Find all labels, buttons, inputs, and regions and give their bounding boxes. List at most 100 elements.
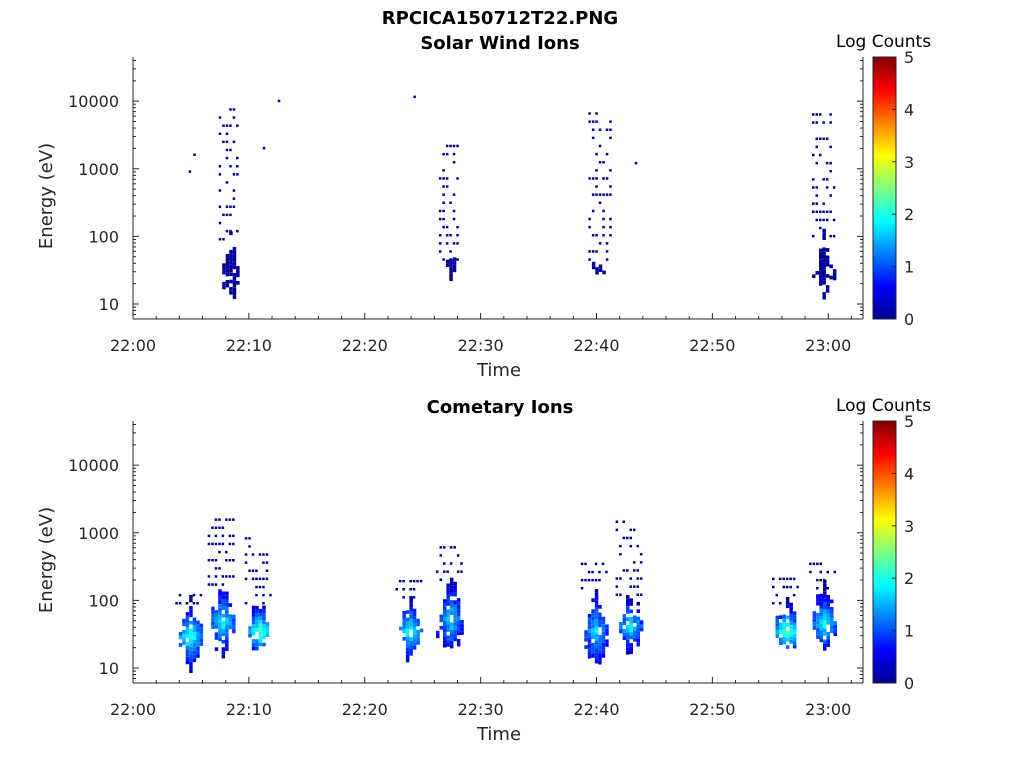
heatmap-cell [812, 618, 817, 623]
colorbar-tick-label: 3 [904, 153, 914, 172]
heatmap-cell [199, 627, 204, 631]
heatmap-cell [449, 629, 454, 634]
heatmap-cell [402, 618, 406, 623]
heatmap-cell [584, 630, 588, 634]
heatmap-cell [442, 169, 445, 172]
heatmap-cell [833, 621, 837, 625]
heatmap-cell [222, 285, 226, 290]
x-tick-label: 22:40 [573, 336, 619, 355]
heatmap-cell [199, 634, 204, 639]
heatmap-cell [819, 578, 822, 582]
heatmap-cell [255, 628, 259, 632]
heatmap-cell [588, 112, 591, 115]
x-axis-label: Time [476, 360, 521, 381]
heatmap-cell [591, 654, 595, 658]
heatmap-cell [815, 271, 819, 275]
heatmap-cell [775, 623, 779, 627]
heatmap-cell [225, 265, 230, 269]
heatmap-cell [452, 161, 456, 164]
heatmap-cell [244, 553, 248, 556]
heatmap-cell [178, 643, 183, 647]
heatmap-cell [221, 647, 226, 651]
heatmap-cell [830, 618, 834, 622]
heatmap-cell [619, 629, 623, 634]
heatmap-cell [218, 165, 222, 168]
heatmap-cell [619, 622, 623, 626]
heatmap-cell [236, 165, 239, 168]
heatmap-cell [196, 602, 199, 605]
heatmap-cell [214, 518, 218, 521]
heatmap-cell [221, 534, 225, 538]
heatmap-cell [622, 569, 626, 572]
heatmap-cell [222, 238, 225, 241]
heatmap-cell [218, 589, 222, 593]
heatmap-cell [826, 606, 830, 610]
heatmap-cell [453, 600, 457, 604]
heatmap-cell [189, 669, 193, 673]
heatmap-cell [229, 231, 233, 236]
heatmap-cell [395, 588, 398, 591]
heatmap-cell [822, 228, 826, 233]
heatmap-cell [211, 526, 214, 529]
heatmap-cell [823, 606, 827, 610]
heatmap-cell [232, 250, 237, 255]
heatmap-cell [438, 242, 442, 245]
heatmap-cell [629, 616, 633, 621]
heatmap-cell [826, 613, 830, 618]
heatmap-cell [591, 646, 595, 651]
heatmap-cell [449, 250, 452, 253]
heatmap-cell [812, 121, 815, 124]
heatmap-cell [232, 140, 236, 144]
heatmap-cell [221, 591, 226, 596]
heatmap-cell [601, 631, 606, 636]
heatmap-cell [412, 638, 417, 643]
heatmap-cell [792, 577, 796, 581]
heatmap-cell [225, 647, 229, 651]
heatmap-cell [601, 624, 606, 628]
heatmap-cell [826, 587, 829, 590]
heatmap-cell [633, 634, 637, 638]
heatmap-cell [449, 607, 454, 612]
heatmap-cell [832, 186, 836, 189]
heatmap-cell [779, 630, 783, 634]
y-tick-label: 100 [88, 591, 119, 610]
heatmap-cell [185, 634, 190, 639]
heatmap-cell [192, 639, 197, 644]
heatmap-cell [598, 578, 601, 582]
heatmap-cell [189, 628, 193, 633]
heatmap-cell [265, 577, 269, 581]
heatmap-cell [229, 108, 232, 111]
heatmap-cell [225, 639, 229, 644]
heatmap-cell [258, 642, 263, 647]
heatmap-cell [819, 113, 822, 116]
heatmap-cell [412, 616, 417, 620]
heatmap-cell [218, 607, 222, 612]
heatmap-cell [826, 602, 830, 607]
heatmap-cell [456, 570, 460, 573]
heatmap-cell [825, 161, 829, 165]
heatmap-cell [815, 145, 818, 149]
heatmap-cell [453, 626, 457, 630]
heatmap-cell [587, 578, 591, 582]
heatmap-cell [456, 598, 461, 602]
x-tick-label: 22:00 [110, 700, 156, 719]
heatmap-cell [812, 113, 815, 116]
heatmap-cell [826, 570, 829, 574]
heatmap-cell [442, 193, 445, 196]
heatmap-cell [782, 633, 786, 637]
heatmap-cell [452, 258, 456, 261]
heatmap-cell [244, 537, 248, 540]
heatmap-cell [255, 605, 259, 610]
heatmap-cell [594, 607, 599, 612]
heatmap-cell [460, 631, 464, 635]
heatmap-cell [785, 623, 790, 627]
heatmap-cell [409, 640, 413, 645]
heatmap-cell [636, 642, 640, 647]
heatmap-cell [598, 128, 602, 131]
heatmap-cell [255, 577, 258, 581]
heatmap-cell [225, 229, 229, 233]
heatmap-cell [416, 618, 420, 623]
heatmap-cell [826, 643, 830, 647]
heatmap-cell [255, 569, 258, 572]
heatmap-cell [182, 641, 186, 645]
